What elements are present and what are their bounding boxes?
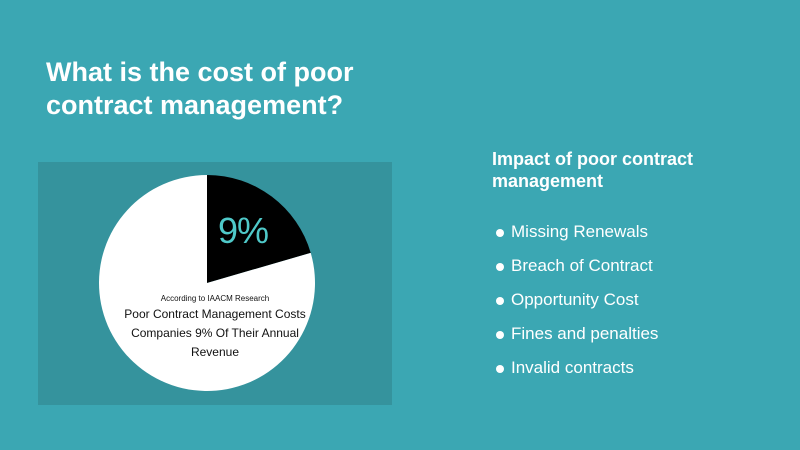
pie-slice-highlight (207, 175, 311, 283)
list-item: Fines and penalties (496, 324, 658, 358)
source-note: According to IAACM Research (160, 294, 270, 303)
list-item-text: Breach of Contract (511, 256, 653, 275)
bullet-icon (496, 331, 504, 339)
list-item-text: Fines and penalties (511, 324, 659, 343)
list-item: Opportunity Cost (496, 290, 658, 324)
pie-slice-rest (99, 175, 316, 391)
pie-slice-label: 9% (218, 210, 269, 251)
list-item: Invalid contracts (496, 358, 658, 392)
bullet-icon (496, 365, 504, 373)
impact-heading: Impact of poor contract management (492, 149, 694, 191)
list-item-text: Invalid contracts (511, 358, 634, 377)
bullet-icon (496, 297, 504, 305)
slide-title: What is the cost of poor contract manage… (46, 57, 354, 120)
impact-list: Missing Renewals Breach of Contract Oppo… (496, 222, 658, 392)
list-item: Breach of Contract (496, 256, 658, 290)
bullet-icon (496, 263, 504, 271)
bullet-icon (496, 229, 504, 237)
list-item-text: Missing Renewals (511, 222, 648, 241)
list-item-text: Opportunity Cost (511, 290, 639, 309)
list-item: Missing Renewals (496, 222, 658, 256)
chart-annotation: Poor Contract Management Costs Companies… (124, 307, 306, 359)
